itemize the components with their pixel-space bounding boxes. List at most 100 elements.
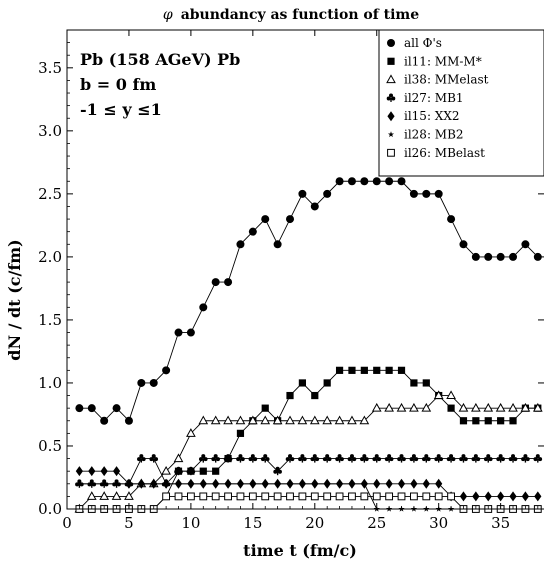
data-point bbox=[385, 177, 394, 186]
data-point bbox=[248, 454, 258, 463]
legend-marker bbox=[387, 148, 395, 157]
data-point bbox=[446, 454, 456, 463]
data-point bbox=[459, 417, 468, 425]
y-tick-label: 0.5 bbox=[38, 437, 62, 455]
data-point bbox=[311, 480, 318, 487]
x-tick-label: 25 bbox=[367, 514, 386, 532]
data-point bbox=[310, 454, 320, 463]
data-point bbox=[137, 378, 146, 387]
data-point bbox=[324, 480, 331, 487]
x-tick-label: 30 bbox=[429, 514, 448, 532]
data-point bbox=[421, 402, 432, 412]
data-point bbox=[484, 252, 493, 261]
data-point bbox=[471, 402, 481, 412]
legend-marker bbox=[386, 93, 396, 102]
data-point bbox=[409, 402, 419, 412]
data-point bbox=[447, 215, 456, 224]
data-point bbox=[211, 278, 220, 287]
data-point bbox=[422, 492, 431, 501]
data-point bbox=[285, 415, 295, 425]
legend-entry: il27: MB1 bbox=[386, 91, 464, 105]
annotation-collision: Pb (158 AGeV) Pb bbox=[80, 50, 240, 69]
data-point bbox=[260, 454, 270, 463]
data-point bbox=[174, 466, 183, 476]
data-point bbox=[100, 466, 108, 477]
data-point bbox=[508, 454, 518, 463]
data-point bbox=[347, 415, 357, 425]
data-point bbox=[111, 491, 122, 500]
data-point bbox=[261, 492, 270, 501]
legend-entry: all Φ's bbox=[387, 36, 442, 50]
series-all-s bbox=[75, 177, 542, 425]
data-point bbox=[75, 404, 84, 413]
data-point bbox=[434, 492, 443, 501]
legend-entry: il28: MB2 bbox=[387, 128, 464, 142]
data-point bbox=[410, 379, 418, 387]
title-text: abundancy as function of time bbox=[181, 7, 420, 23]
data-point bbox=[373, 366, 381, 374]
data-point bbox=[361, 480, 368, 487]
data-point bbox=[323, 492, 332, 501]
annotation-block: Pb (158 AGeV) Pb b = 0 fm -1 ≤ y ≤1 bbox=[80, 50, 240, 119]
data-point bbox=[162, 492, 171, 501]
data-point bbox=[211, 492, 220, 501]
data-point bbox=[309, 415, 320, 425]
data-point bbox=[472, 417, 480, 425]
data-point bbox=[286, 391, 294, 400]
data-point bbox=[447, 404, 455, 412]
data-point bbox=[520, 402, 531, 412]
data-point bbox=[397, 492, 406, 501]
data-point bbox=[273, 240, 282, 249]
data-point bbox=[260, 415, 271, 425]
data-point bbox=[397, 366, 406, 374]
data-point bbox=[212, 467, 220, 475]
data-point bbox=[335, 177, 344, 186]
data-point bbox=[186, 328, 195, 337]
data-point bbox=[322, 415, 333, 425]
data-point bbox=[186, 466, 196, 476]
data-point bbox=[384, 454, 394, 463]
data-point bbox=[434, 189, 443, 198]
data-point bbox=[149, 454, 159, 463]
legend-label: il38: MMelast bbox=[404, 73, 489, 87]
series-il27-mb1 bbox=[75, 454, 543, 488]
data-point bbox=[247, 415, 258, 425]
data-point bbox=[410, 492, 418, 501]
series-il11-mm-m bbox=[75, 366, 542, 513]
data-point bbox=[385, 366, 393, 374]
data-point bbox=[210, 415, 221, 425]
data-point bbox=[410, 478, 418, 489]
data-point bbox=[87, 404, 96, 413]
series-line bbox=[79, 458, 538, 485]
data-point bbox=[223, 454, 233, 463]
annotation-rapidity-window: -1 ≤ y ≤1 bbox=[80, 100, 162, 119]
data-point bbox=[113, 480, 120, 487]
legend: all Φ's il11: MM-M* il38: MMelast il27: MB1… bbox=[378, 29, 544, 177]
data-point bbox=[235, 415, 246, 425]
data-point bbox=[236, 492, 245, 501]
series-line bbox=[79, 495, 538, 510]
data-point bbox=[298, 492, 307, 501]
data-point bbox=[371, 402, 382, 412]
data-point bbox=[483, 454, 493, 463]
data-point bbox=[509, 252, 518, 261]
data-point bbox=[323, 379, 331, 387]
data-point bbox=[397, 177, 406, 186]
data-point bbox=[397, 478, 406, 489]
legend-marker bbox=[387, 131, 395, 138]
data-point bbox=[112, 404, 121, 413]
x-tick-label: 20 bbox=[305, 514, 324, 532]
series-line bbox=[79, 369, 538, 510]
data-point bbox=[359, 415, 370, 425]
series-line bbox=[79, 395, 538, 510]
data-point bbox=[274, 480, 281, 487]
legend-label: all Φ's bbox=[404, 36, 442, 50]
data-point bbox=[533, 454, 543, 463]
data-point bbox=[384, 402, 394, 412]
data-point bbox=[496, 252, 505, 261]
data-point bbox=[447, 492, 455, 501]
data-point bbox=[236, 429, 245, 437]
data-point bbox=[76, 480, 83, 487]
data-point bbox=[273, 492, 282, 501]
